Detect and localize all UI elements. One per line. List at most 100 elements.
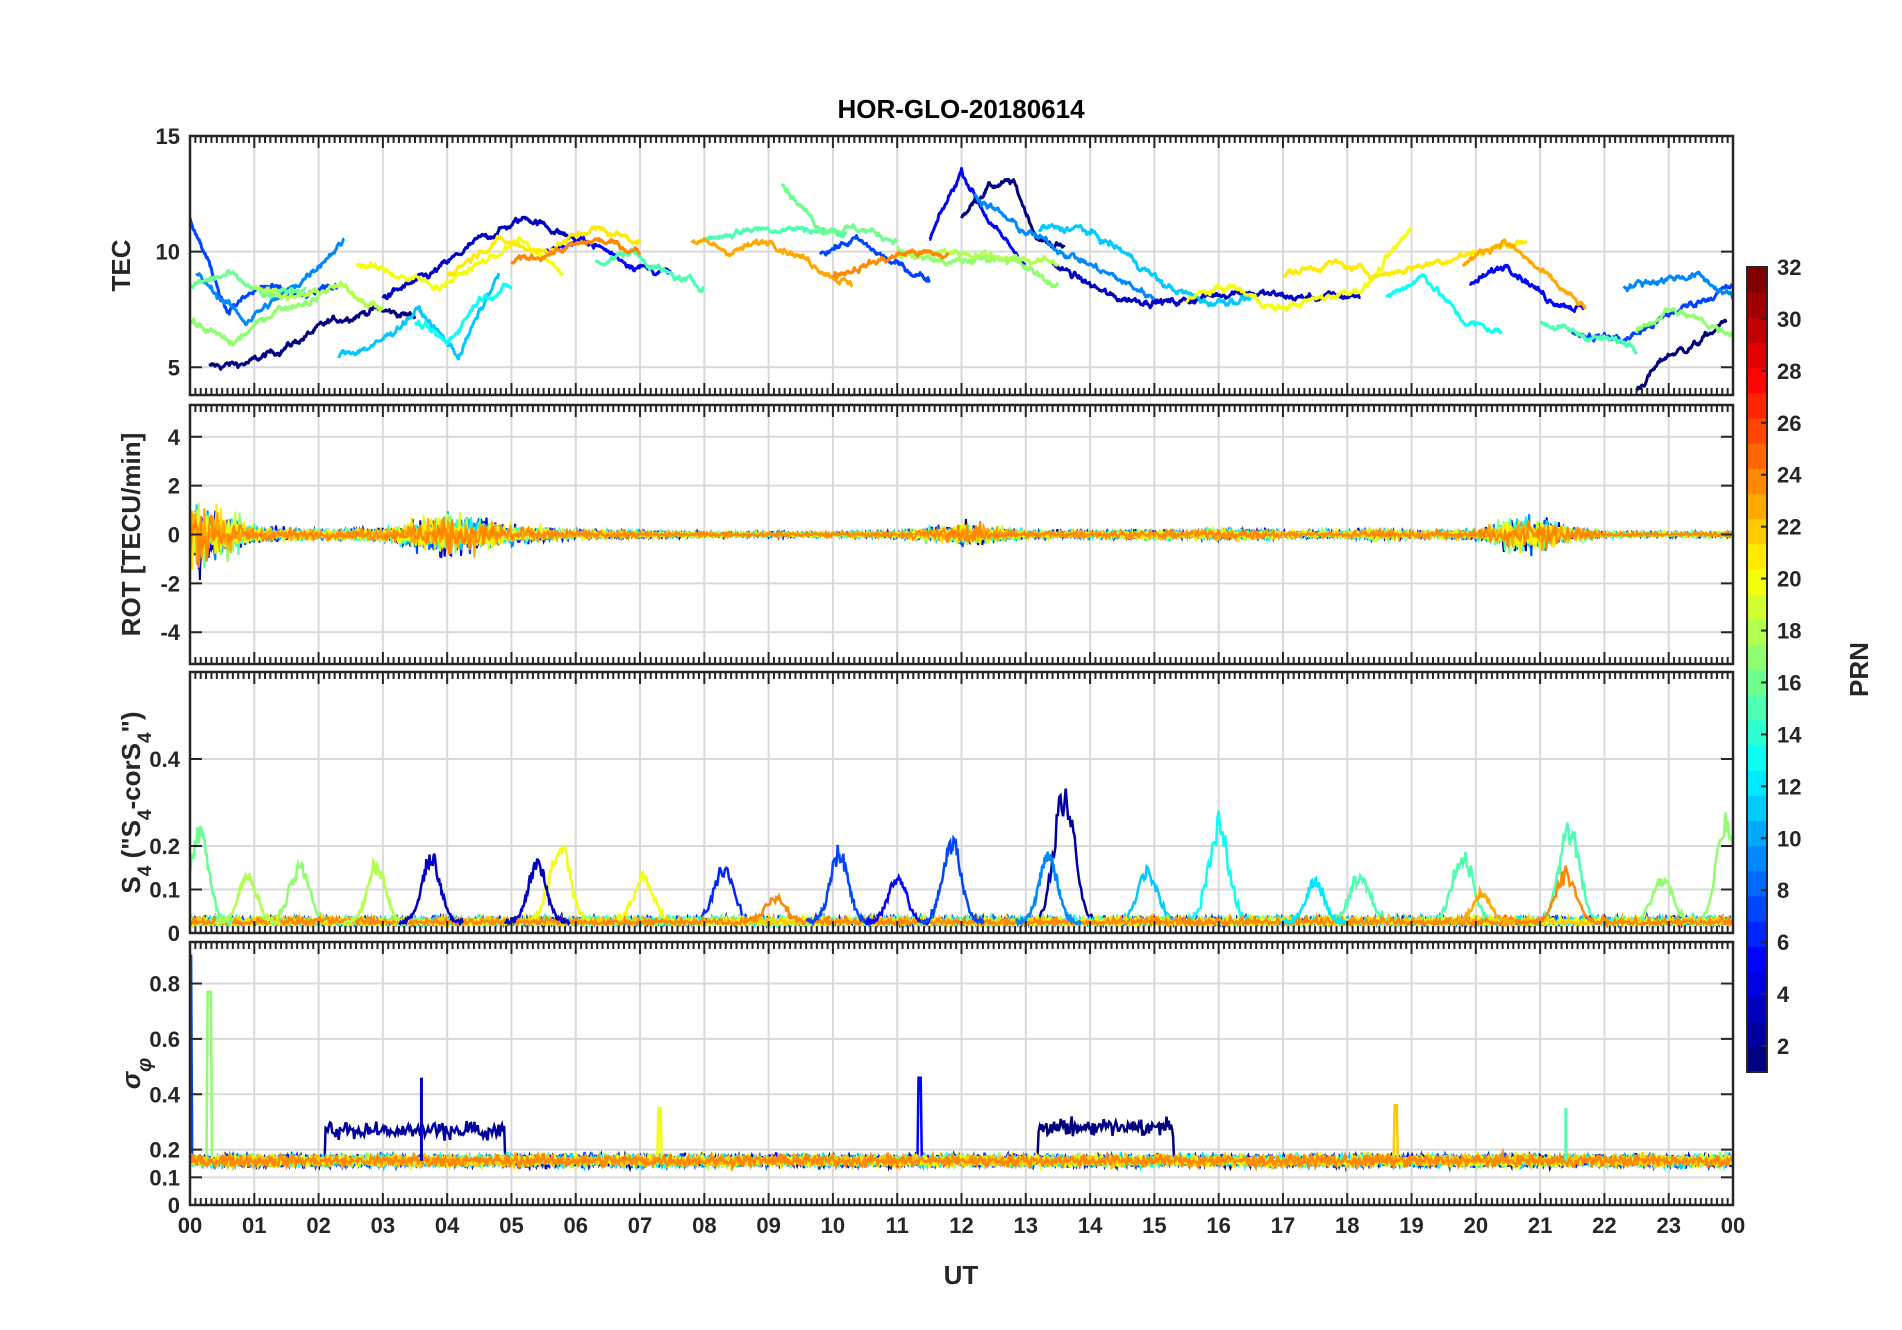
colorbar-tick-label: 8 xyxy=(1777,878,1789,903)
y-tick-label: 0.2 xyxy=(149,834,180,859)
colorbar-segment xyxy=(1747,342,1767,369)
colorbar-segment xyxy=(1747,619,1767,645)
panel-sigma: 0 0.10.2 0.4 0.6 0.8 σφ xyxy=(116,940,1735,1218)
tec-series-prn-9 xyxy=(973,192,1156,301)
tec-series-prn-7 xyxy=(818,234,931,284)
s4-peak-prn-18 xyxy=(343,856,410,929)
s4-peak-prn-12 xyxy=(1281,875,1349,927)
colorbar-tick-label: 30 xyxy=(1777,307,1801,332)
colorbar-tick-label: 24 xyxy=(1777,463,1802,488)
colorbar-segment xyxy=(1747,468,1767,495)
y-tick-label: 0.4 xyxy=(149,1082,180,1107)
x-tick-label: 08 xyxy=(692,1213,716,1238)
x-tick-label: 07 xyxy=(628,1213,652,1238)
s4-peak-prn-18 xyxy=(214,872,282,927)
data-lines xyxy=(190,166,1733,392)
colorbar-segment xyxy=(1747,770,1767,796)
y-tick-label: 10 xyxy=(156,240,180,265)
colorbar-tick-label: 14 xyxy=(1777,722,1802,747)
colorbar-tick-label: 4 xyxy=(1777,982,1790,1007)
x-tick-label: 04 xyxy=(435,1213,460,1238)
colorbar-tick-label: 32 xyxy=(1777,255,1801,280)
colorbar-segment xyxy=(1747,1046,1767,1073)
x-tick-label: 15 xyxy=(1142,1213,1166,1238)
colorbar-segment xyxy=(1747,568,1767,595)
tec-series-prn-15 xyxy=(594,247,706,294)
x-tick-label: 09 xyxy=(756,1213,780,1238)
tec-series-prn-13 xyxy=(1385,273,1503,335)
tec-series-prn-9 xyxy=(195,237,346,327)
y-tick-label: 0 xyxy=(168,523,180,548)
colorbar-frame xyxy=(1746,266,1768,1073)
x-tick-label: 20 xyxy=(1464,1213,1488,1238)
colorbar-segment xyxy=(1747,443,1767,469)
rot-series-prn-24 xyxy=(190,514,1733,568)
y-tick-label: 2 xyxy=(168,474,180,499)
tec-series-prn-21 xyxy=(446,224,642,277)
x-tick-label: 00 xyxy=(1721,1213,1745,1238)
colorbar-segment xyxy=(1747,870,1767,897)
data-lines xyxy=(190,954,1733,1173)
sigma-series-prn-24 xyxy=(190,1147,1733,1173)
colorbar-segment xyxy=(1747,367,1767,394)
x-tick-label: 18 xyxy=(1335,1213,1359,1238)
colorbar-tick-label: 2 xyxy=(1777,1034,1789,1059)
tec-series-prn-11 xyxy=(1037,223,1253,308)
x-tick-label: 16 xyxy=(1206,1213,1230,1238)
panel-s4: 0 0.1 0.2 0.4S4 ("S4-corS4") xyxy=(116,670,1735,946)
colorbar-segment xyxy=(1747,417,1767,444)
y-tick-label: -4 xyxy=(160,620,180,645)
s4-peak-prn-7 xyxy=(919,834,985,926)
tec-series-prn-15 xyxy=(702,225,848,243)
y-tick-label: 15 xyxy=(156,124,180,149)
colorbar-tick-label: 26 xyxy=(1777,411,1801,436)
colorbar-label: PRN xyxy=(1844,642,1874,697)
tec-series-prn-23 xyxy=(690,236,854,288)
colorbar-segment xyxy=(1747,518,1767,545)
tec-series-prn-20 xyxy=(355,236,565,293)
y-tick-label: 0 xyxy=(168,921,180,946)
x-tick-label: 03 xyxy=(371,1213,395,1238)
tec-series-prn-23 xyxy=(1461,238,1587,310)
tec-series-prn-16 xyxy=(780,183,898,246)
colorbar-segment xyxy=(1747,820,1767,847)
colorbar-segment xyxy=(1747,946,1767,972)
y-tick-label: -2 xyxy=(160,571,180,596)
tec-series-prn-15 xyxy=(1538,320,1638,355)
colorbar-tick-label: 10 xyxy=(1777,826,1801,851)
colorbar-segment xyxy=(1747,594,1767,620)
colorbar-segment xyxy=(1747,493,1767,520)
colorbar-segment xyxy=(1747,845,1767,872)
colorbar-tick-label: 28 xyxy=(1777,359,1801,384)
tec-series-prn-13 xyxy=(414,282,513,346)
y-axis-label: ROT [TECU/min] xyxy=(116,433,146,637)
s4-peak-prn-5 xyxy=(863,872,931,926)
x-tick-label: 01 xyxy=(242,1213,266,1238)
s4-peak-prn-3 xyxy=(398,853,465,927)
colorbar-segment xyxy=(1747,644,1767,671)
tec-series-prn-24 xyxy=(831,248,950,280)
x-tick-label: 05 xyxy=(499,1213,523,1238)
x-axis-label: UT xyxy=(944,1260,979,1290)
colorbar-tick-label: 6 xyxy=(1777,930,1789,955)
figure-title: HOR-GLO-20180614 xyxy=(837,94,1085,124)
x-tick-label: 17 xyxy=(1271,1213,1295,1238)
s4-peak-prn-23 xyxy=(1449,885,1516,928)
colorbar-segment xyxy=(1747,795,1767,822)
s4-peak-prn-9 xyxy=(1014,851,1082,929)
colorbar-segment xyxy=(1747,996,1767,1023)
x-tick-label: 22 xyxy=(1592,1213,1616,1238)
colorbar-segment xyxy=(1747,744,1767,771)
y-tick-label: 0.6 xyxy=(149,1027,180,1052)
colorbar-tick-label: 16 xyxy=(1777,670,1801,695)
y-tick-label: 0.2 xyxy=(149,1138,180,1163)
tec-series-prn-5 xyxy=(1468,263,1586,313)
colorbar-segment xyxy=(1747,921,1767,947)
x-tick-label: 11 xyxy=(886,1213,909,1238)
y-axis-label: S4 ("S4-corS4") xyxy=(116,711,156,893)
tec-series-prn-17 xyxy=(1635,306,1733,338)
colorbar-segment xyxy=(1747,317,1767,344)
colorbar-segment xyxy=(1747,895,1767,922)
colorbar-tick-label: 22 xyxy=(1777,515,1801,540)
